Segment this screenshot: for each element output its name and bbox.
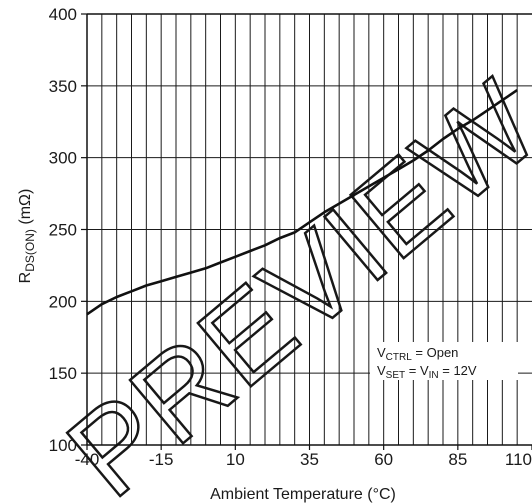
y-tick-label: 250 — [49, 221, 77, 240]
x-tick-label: -40 — [75, 450, 100, 469]
y-label-unit: (mΩ) — [17, 189, 34, 229]
legend-line-2: VSET = VIN = 12V — [377, 363, 477, 381]
y-tick-label: 350 — [49, 77, 77, 96]
legend-line-1: VCTRL = Open — [377, 345, 458, 363]
y-axis-ticks: 100 150 200 250 300 350 400 — [49, 5, 87, 455]
x-tick-label: 60 — [374, 450, 393, 469]
y-axis-label: RDS(ON) (mΩ) — [17, 189, 37, 284]
y-tick-label: 400 — [49, 5, 77, 24]
x-tick-label: 110 — [505, 450, 532, 469]
x-tick-label: 35 — [300, 450, 319, 469]
svg-text:RDS(ON) (mΩ): RDS(ON) (mΩ) — [17, 189, 37, 284]
y-label-main: R — [17, 272, 34, 284]
series-line — [86, 89, 518, 316]
x-tick-label: 85 — [448, 450, 467, 469]
legend-box: VCTRL = Open VSET = VIN = 12V — [370, 342, 518, 381]
y-tick-label: 200 — [49, 292, 77, 311]
y-label-sub: DS(ON) — [23, 229, 37, 272]
y-tick-label: 150 — [49, 364, 77, 383]
x-tick-label: -15 — [149, 450, 174, 469]
x-axis-ticks: -40 -15 10 35 60 85 110 — [75, 445, 532, 469]
y-tick-label: 300 — [49, 149, 77, 168]
x-tick-label: 10 — [226, 450, 245, 469]
x-axis-label: Ambient Temperature (°C) — [210, 486, 396, 503]
y-tick-label: 100 — [49, 436, 77, 455]
